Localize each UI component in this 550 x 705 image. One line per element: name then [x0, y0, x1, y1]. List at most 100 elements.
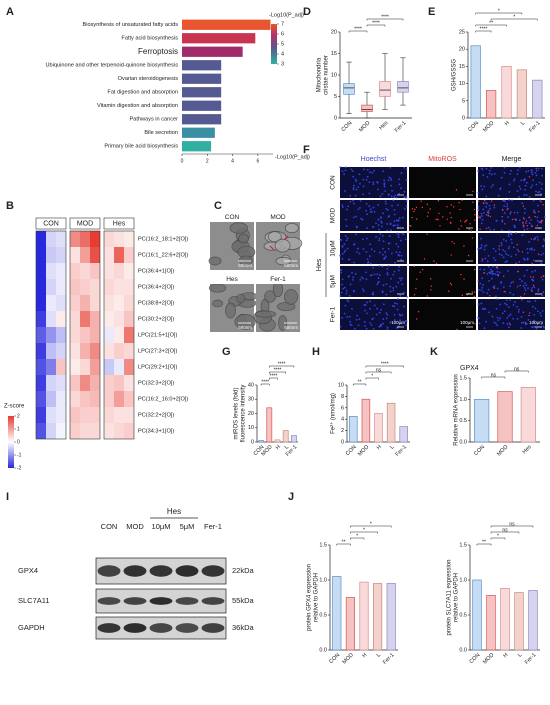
ros-signal	[468, 228, 470, 231]
nucleus	[482, 208, 485, 211]
heat-cell	[56, 263, 66, 279]
legend-tick-label: 2	[17, 413, 20, 419]
nucleus	[389, 321, 392, 324]
heat-cell	[124, 231, 134, 247]
bar	[182, 60, 222, 71]
nucleus	[496, 324, 498, 327]
bar	[291, 435, 297, 443]
nucleus	[487, 288, 490, 291]
ros-signal	[415, 218, 418, 220]
ros-signal	[458, 202, 460, 204]
nucleus	[486, 202, 488, 205]
nucleus	[488, 204, 491, 207]
ros-signal	[417, 311, 420, 313]
legend-tick-label: 3	[281, 61, 284, 67]
nucleus	[508, 191, 511, 193]
ros-signal	[478, 216, 480, 219]
nucleus	[513, 178, 516, 180]
lane-label: 5μM	[180, 522, 195, 531]
ros-signal	[450, 204, 453, 206]
nucleus	[341, 245, 344, 247]
nucleus	[493, 285, 496, 288]
nucleus	[505, 303, 508, 306]
x-tick-label: 2	[206, 158, 209, 164]
heat-cell	[70, 247, 80, 263]
nucleus	[510, 169, 513, 172]
scale-label: 100μm	[460, 320, 474, 325]
ros-signal	[413, 210, 415, 213]
nucleus	[371, 293, 374, 296]
ros-signal	[421, 268, 424, 271]
y-tick-label: 1.0	[319, 577, 327, 583]
significance-bracket	[490, 537, 506, 540]
ros-signal	[493, 287, 496, 289]
ros-signal	[474, 219, 476, 221]
nucleus	[397, 233, 400, 236]
nucleus	[393, 220, 396, 223]
significance-label: ****	[274, 367, 282, 373]
nucleus	[496, 270, 499, 273]
nucleus	[365, 202, 368, 205]
significance-label: ns	[514, 366, 520, 372]
nucleus	[541, 183, 543, 185]
nucleus	[371, 171, 374, 174]
nucleus	[397, 245, 400, 248]
box	[379, 81, 391, 97]
nucleus	[361, 238, 364, 241]
mitochondrion	[254, 310, 277, 318]
ros-signal	[464, 221, 466, 223]
heat-cell	[90, 311, 100, 327]
heat-cell	[36, 423, 46, 439]
nucleus	[477, 208, 480, 211]
y-tick-label: 10	[338, 382, 344, 388]
bar	[485, 90, 497, 119]
nucleus	[537, 191, 540, 194]
x-tick-label: H	[502, 652, 509, 659]
bar	[282, 430, 289, 443]
heat-cell	[80, 327, 90, 343]
ros-signal	[461, 294, 464, 297]
ros-signal	[522, 222, 524, 224]
nucleus	[395, 196, 398, 199]
nucleus	[388, 242, 391, 245]
nucleus	[369, 208, 372, 211]
nucleus	[342, 287, 345, 290]
nucleus	[349, 194, 352, 197]
category-label: Pathways in cancer	[129, 117, 178, 123]
nucleus	[521, 202, 524, 205]
significance-bracket	[350, 525, 392, 528]
row-label: PC(32:3+2[O])	[138, 380, 174, 386]
ros-signal	[442, 216, 444, 218]
nucleus	[501, 220, 504, 223]
protein-name: GPX4	[18, 566, 38, 575]
y-axis-label: Fe²⁺ (nmol/mg)	[330, 393, 337, 434]
x-tick-label: Fer-1	[395, 444, 409, 458]
ros-signal	[467, 254, 470, 257]
nucleus	[542, 252, 545, 255]
protein-name: SLC7A11	[18, 596, 50, 605]
nucleus	[510, 233, 513, 236]
nucleus	[526, 228, 529, 230]
legend-colorbar	[8, 416, 14, 468]
nucleus	[345, 289, 348, 292]
row-label: PC(36:4+2[O])	[138, 284, 174, 290]
nucleus	[501, 312, 504, 315]
nucleus	[526, 258, 529, 261]
nucleus	[391, 189, 393, 192]
nucleus	[362, 185, 365, 188]
nucleus	[382, 322, 384, 325]
ros-signal	[540, 222, 543, 224]
heat-cell	[36, 327, 46, 343]
nucleus	[541, 309, 544, 312]
nucleus	[357, 324, 360, 327]
heat-cell	[80, 279, 90, 295]
nucleus	[525, 170, 528, 173]
heat-cell	[124, 407, 134, 423]
nucleus	[394, 302, 396, 304]
heat-cell	[36, 311, 46, 327]
nucleus	[393, 213, 396, 216]
nucleus	[358, 318, 361, 321]
nucleus	[509, 313, 512, 316]
heat-cell	[104, 231, 114, 247]
ros-signal	[448, 290, 450, 292]
